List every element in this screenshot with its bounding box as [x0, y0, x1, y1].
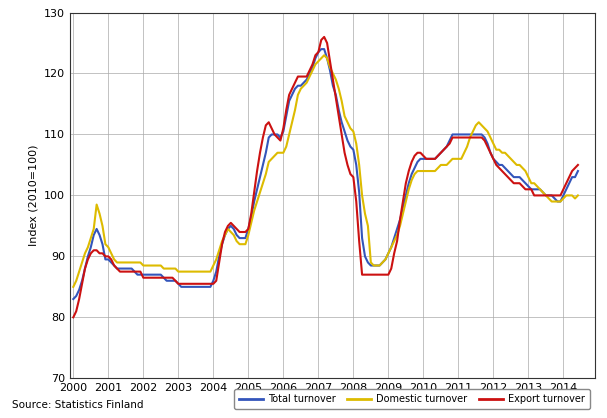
- Domestic turnover: [405, 187, 412, 192]
- Total turnover: [405, 181, 412, 186]
- Domestic turnover: [320, 53, 328, 58]
- Y-axis label: Index (2010=100): Index (2010=100): [29, 145, 38, 246]
- Export turnover: [70, 315, 77, 320]
- Export turnover: [122, 269, 129, 274]
- Export turnover: [574, 163, 582, 168]
- Legend: Total turnover, Domestic turnover, Export turnover: Total turnover, Domestic turnover, Expor…: [234, 389, 590, 409]
- Export turnover: [320, 34, 328, 39]
- Line: Export turnover: Export turnover: [73, 37, 578, 317]
- Line: Total turnover: Total turnover: [73, 49, 578, 299]
- Total turnover: [446, 138, 453, 143]
- Domestic turnover: [446, 159, 453, 164]
- Export turnover: [90, 248, 97, 253]
- Domestic turnover: [75, 269, 83, 274]
- Domestic turnover: [122, 260, 129, 265]
- Total turnover: [75, 288, 83, 293]
- Domestic turnover: [70, 284, 77, 289]
- Export turnover: [344, 163, 351, 168]
- Line: Domestic turnover: Domestic turnover: [73, 55, 578, 287]
- Domestic turnover: [574, 193, 582, 198]
- Export turnover: [446, 141, 453, 146]
- Text: Source: Statistics Finland: Source: Statistics Finland: [12, 400, 144, 410]
- Domestic turnover: [90, 227, 97, 232]
- Total turnover: [122, 266, 129, 271]
- Export turnover: [405, 168, 412, 173]
- Total turnover: [344, 138, 351, 143]
- Total turnover: [70, 296, 77, 301]
- Export turnover: [75, 296, 83, 301]
- Total turnover: [574, 168, 582, 173]
- Total turnover: [317, 47, 325, 52]
- Domestic turnover: [344, 120, 351, 125]
- Total turnover: [90, 232, 97, 237]
